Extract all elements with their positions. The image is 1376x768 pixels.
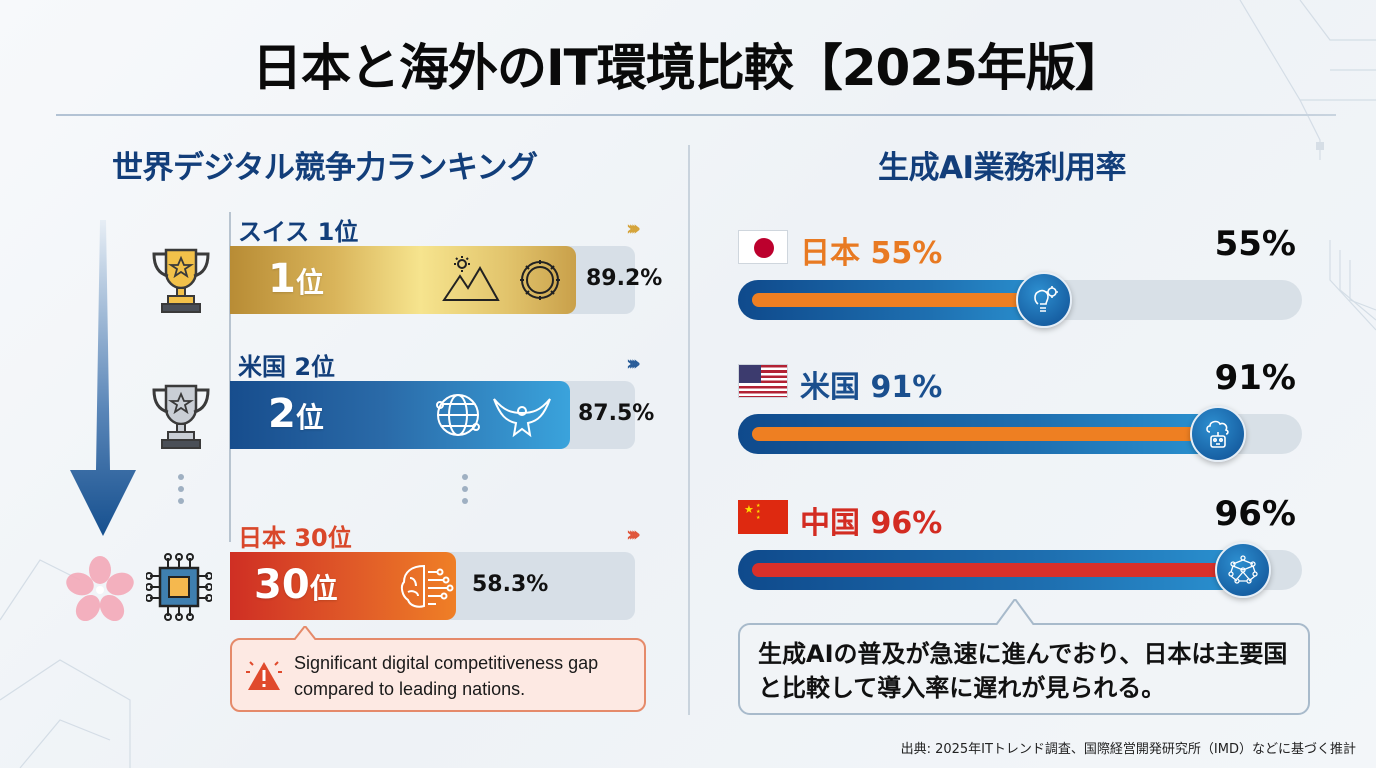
chevrons-icon: ››››: [626, 216, 641, 240]
ai-usage-bar-inner: [752, 293, 1039, 307]
ranking-section-title: 世界デジタル競争力ランキング: [112, 150, 538, 186]
japan-flag-icon: [738, 230, 788, 264]
silver-trophy-icon: [152, 384, 210, 449]
ranking-bar-fill: [230, 552, 457, 620]
ai-usage-label: 日本 55%: [800, 236, 943, 271]
ai-usage-label: 中国 96%: [800, 506, 943, 541]
callout-pointer: [294, 626, 316, 640]
ai-usage-row-china: ★ ★ ★ ★ 中国 96% 96%: [738, 494, 1302, 598]
ranking-score: 87.5%: [578, 401, 655, 426]
ai-usage-bar-track: [738, 272, 1302, 328]
ranking-row-usa: 米国 2位 ›››› 2位 87.5%: [230, 347, 654, 449]
callout-pointer: [996, 599, 1034, 625]
microchip-icon: [146, 553, 212, 621]
section-divider: [688, 145, 690, 715]
ranking-callout-text: Significant digital competitiveness gap …: [294, 653, 599, 699]
ai-usage-bar-track: [738, 406, 1302, 462]
neural-network-icon: [1214, 542, 1271, 598]
chevrons-icon: ››››: [626, 351, 641, 375]
usa-flag-icon: [738, 364, 788, 398]
ranking-country-label: スイス 1位: [238, 218, 359, 246]
cherry-blossom-icon: [66, 556, 134, 622]
gold-trophy-icon: [152, 248, 210, 313]
ranking-country-label: 米国 2位: [238, 353, 336, 381]
ranking-bar-fill: [230, 246, 577, 314]
ranking-number: 2位: [268, 391, 324, 437]
ai-usage-bar-inner: [752, 427, 1213, 441]
ai-usage-bar-inner: [752, 563, 1237, 577]
ai-usage-value: 55%: [1214, 224, 1296, 264]
ai-usage-section-title: 生成AI業務利用率: [878, 150, 1127, 186]
rank-axis-line: [229, 212, 231, 542]
ai-usage-label: 米国 91%: [800, 370, 943, 405]
ai-usage-value: 91%: [1214, 358, 1296, 398]
source-note: 出典: 2025年ITトレンド調査、国際経営開発研究所（IMD）などに基づく推計: [900, 742, 1356, 757]
ai-usage-row-usa: 米国 91% 91%: [738, 358, 1302, 462]
ellipsis-dots: [462, 474, 468, 510]
chevrons-icon: ››››: [626, 522, 641, 546]
ai-usage-callout: 生成AIの普及が急速に進んでおり、日本は主要国と比較して導入率に遅れが見られる。: [738, 599, 1310, 715]
ranking-bar-track: 30位 58.3%: [230, 552, 635, 620]
ellipsis-dots: [178, 474, 184, 510]
cloud-robot-icon: [1190, 406, 1247, 462]
mountain-sun-icon: [442, 256, 560, 301]
ai-usage-bar-track: [738, 542, 1302, 598]
lightbulb-gear-icon: [1016, 272, 1073, 328]
ranking-number: 1位: [268, 256, 324, 302]
warning-icon: [246, 661, 282, 690]
globe-eagle-icon: [436, 394, 551, 438]
ranking-row-switzerland: スイス 1位 ›››› 1位 89.2%: [230, 212, 662, 314]
ranking-bar-track: 2位 87.5%: [230, 381, 654, 449]
ranking-number: 30位: [254, 562, 338, 608]
ai-usage-value: 96%: [1214, 494, 1296, 534]
rank-down-arrow-icon: [70, 220, 136, 536]
title-divider: [56, 114, 1336, 116]
ranking-row-japan: 日本 30位 ›››› 30位 58.3%: [230, 518, 641, 620]
page-title: 日本と海外のIT環境比較【2025年版】: [252, 39, 1125, 97]
ai-brain-icon: [400, 564, 454, 608]
ranking-country-label: 日本 30位: [238, 524, 352, 552]
china-flag-icon: ★ ★ ★ ★: [738, 500, 788, 534]
ai-callout-text: 生成AIの普及が急速に進んでおり、日本は主要国と比較して導入率に遅れが見られる。: [758, 640, 1288, 702]
ranking-score: 58.3%: [472, 572, 549, 597]
ranking-gap-callout: Significant digital competitiveness gap …: [230, 626, 646, 712]
ai-usage-row-japan: 日本 55% 55%: [738, 224, 1302, 328]
ranking-bar-track: 1位 89.2%: [230, 246, 662, 314]
ranking-bar-fill: [230, 381, 570, 449]
ranking-score: 89.2%: [586, 266, 663, 291]
